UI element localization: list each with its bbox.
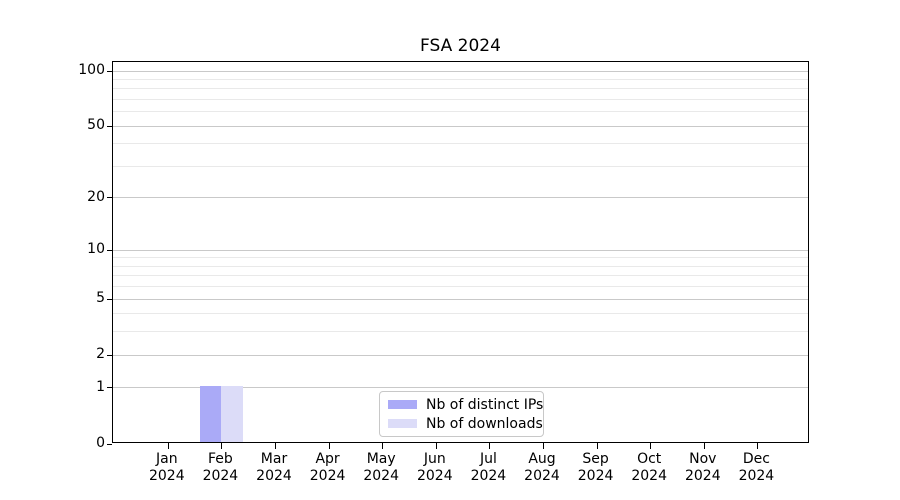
x-tick-label: Nov 2024	[673, 451, 733, 485]
x-tick-year: 2024	[148, 468, 185, 484]
x-tick-label: Jan 2024	[137, 451, 197, 485]
x-tick-label: Apr 2024	[298, 451, 358, 485]
y-gridline-minor	[113, 265, 808, 267]
y-gridline-minor	[113, 166, 808, 167]
legend-swatch-downloads	[388, 419, 417, 428]
x-tick-month: Nov	[689, 451, 717, 467]
y-gridline-major	[113, 249, 808, 251]
y-gridline-minor	[113, 78, 808, 80]
y-tick-label: 50	[87, 117, 105, 134]
x-tick-mark	[489, 443, 491, 449]
x-tick-month: Mar	[260, 451, 288, 467]
y-tick-label: 2	[96, 346, 105, 363]
x-tick-month: Aug	[528, 451, 556, 467]
x-tick-year: 2024	[202, 468, 239, 484]
bar-feb-series1	[221, 386, 243, 442]
y-gridline-major	[113, 197, 808, 199]
x-tick-label: Sep 2024	[566, 451, 626, 485]
x-tick-mark	[328, 443, 330, 449]
x-tick-mark	[650, 443, 652, 449]
x-tick-month: Apr	[315, 451, 340, 467]
y-gridline-minor	[113, 88, 808, 90]
y-gridline-minor	[113, 99, 808, 101]
x-tick-mark	[703, 443, 705, 449]
x-tick-year: 2024	[524, 468, 560, 484]
y-gridline-major	[113, 354, 808, 356]
y-tick-label: 5	[96, 290, 105, 307]
x-tick-mark	[435, 443, 437, 449]
x-tick-year: 2024	[256, 468, 292, 484]
y-gridline-minor	[113, 331, 808, 333]
y-tick-mark	[107, 197, 112, 199]
y-tick-label: 100	[78, 62, 105, 79]
x-tick-year: 2024	[416, 468, 453, 484]
y-tick-label: 0	[96, 435, 105, 451]
x-tick-mark	[757, 443, 759, 449]
x-tick-mark	[596, 443, 598, 449]
x-tick-label: Aug 2024	[512, 451, 572, 485]
x-tick-year: 2024	[363, 468, 399, 484]
x-tick-month: Oct	[637, 451, 662, 467]
legend-label-downloads: Nb of downloads	[426, 415, 543, 432]
x-tick-year: 2024	[631, 468, 667, 484]
legend-label-distinct-ips: Nb of distinct IPs	[426, 396, 544, 413]
x-tick-mark	[221, 443, 223, 449]
x-tick-year: 2024	[738, 468, 775, 484]
x-tick-mark	[543, 443, 544, 449]
y-tick-mark	[107, 443, 112, 445]
x-tick-month: Feb	[207, 451, 233, 467]
y-gridline-minor	[113, 275, 808, 277]
x-tick-month: Jun	[423, 451, 446, 467]
legend: Nb of distinct IPs Nb of downloads	[379, 391, 544, 437]
y-tick-mark	[107, 249, 112, 251]
y-tick-label: 10	[87, 241, 105, 258]
y-gridline-major	[113, 70, 808, 72]
x-tick-label: May 2024	[351, 451, 411, 485]
y-tick-label: 1	[96, 378, 105, 395]
x-tick-year: 2024	[684, 468, 721, 484]
y-gridline-minor	[113, 313, 808, 315]
x-tick-label: Dec 2024	[726, 451, 786, 485]
bar-feb-series0	[199, 386, 222, 442]
legend-swatch-distinct-ips	[388, 400, 417, 409]
y-gridline-minor	[113, 286, 808, 288]
x-tick-month: Jan	[156, 451, 178, 467]
y-tick-mark	[107, 70, 112, 72]
x-tick-label: Oct 2024	[619, 451, 679, 485]
y-gridline-minor	[113, 257, 808, 259]
y-tick-mark	[107, 387, 112, 389]
y-gridline-minor	[113, 111, 808, 113]
x-tick-month: Jul	[479, 451, 497, 467]
x-tick-label: Jun 2024	[405, 451, 465, 485]
y-tick-mark	[107, 298, 112, 300]
y-tick-mark	[107, 125, 112, 127]
x-tick-year: 2024	[309, 468, 346, 484]
legend-row-distinct-ips: Nb of distinct IPs	[388, 397, 543, 413]
legend-row-downloads: Nb of downloads	[388, 416, 543, 432]
x-tick-mark	[382, 443, 384, 449]
y-gridline-major	[113, 387, 808, 389]
x-tick-month: Sep	[582, 451, 609, 467]
x-tick-label: Mar 2024	[244, 451, 304, 485]
x-tick-year: 2024	[470, 468, 507, 484]
y-gridline-major	[113, 125, 808, 127]
y-tick-label: 20	[87, 188, 105, 205]
x-tick-month: May	[366, 451, 396, 467]
chart-title: FSA 2024	[420, 36, 501, 56]
x-tick-year: 2024	[577, 468, 614, 484]
x-tick-label: Jul 2024	[458, 451, 518, 485]
x-tick-label: Feb 2024	[190, 451, 250, 485]
x-tick-mark	[275, 443, 276, 449]
x-tick-mark	[167, 443, 169, 449]
plot-area	[107, 61, 809, 449]
y-gridline-major	[113, 298, 808, 300]
y-tick-mark	[107, 354, 112, 356]
y-gridline-minor	[113, 143, 808, 145]
x-tick-month: Dec	[742, 451, 770, 467]
